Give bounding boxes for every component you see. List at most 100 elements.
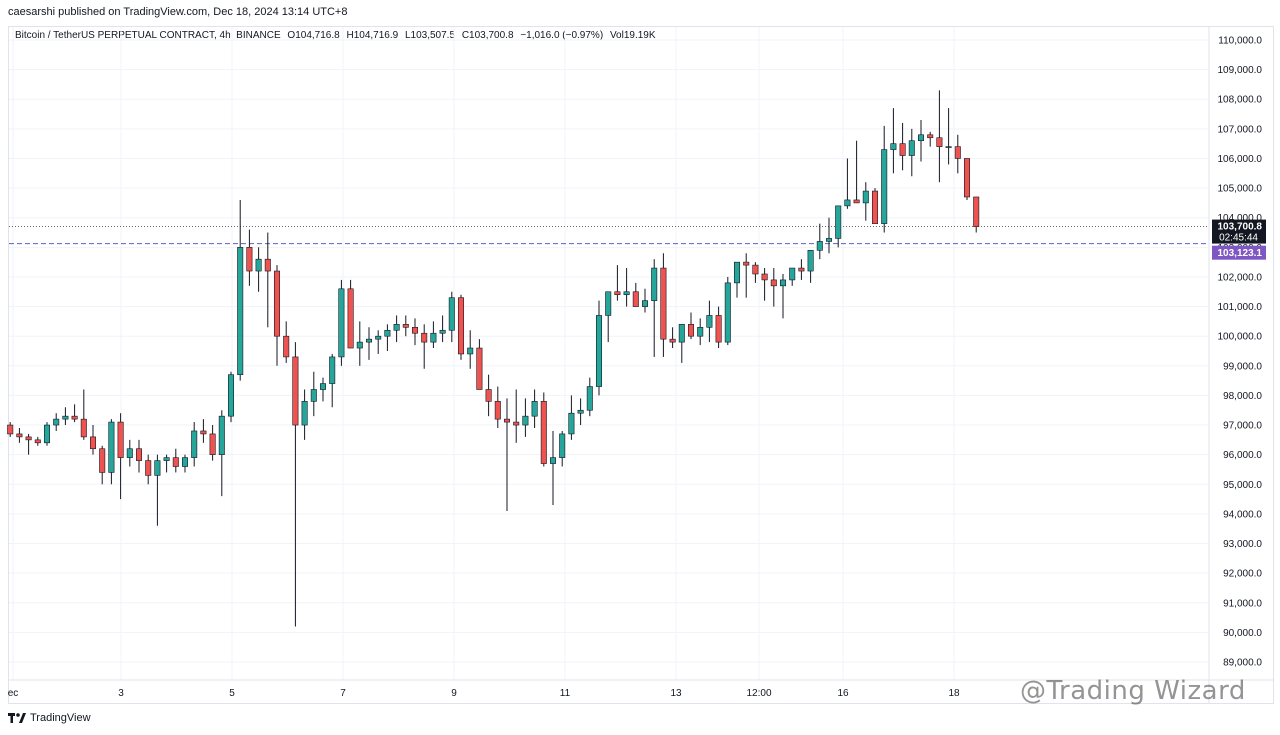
- y-tick-label: 97,000.0: [1223, 421, 1262, 432]
- symbol-legend: Bitcoin / TetherUS PERPETUAL CONTRACT, 4…: [15, 30, 660, 41]
- candle-down: [145, 460, 152, 476]
- candle-down: [513, 421, 520, 426]
- candle-up: [724, 282, 731, 343]
- candle-down: [457, 297, 464, 355]
- candle-up: [678, 324, 685, 343]
- candle-up: [605, 291, 612, 316]
- y-tick-label: 99,000.0: [1223, 361, 1262, 372]
- candle-down: [540, 401, 547, 464]
- candle-down: [899, 143, 906, 156]
- time-axis: ec 3 5 7 9 11 13 12:00 16 18: [8, 688, 960, 699]
- chart-frame: [8, 26, 1274, 704]
- candle-up: [917, 134, 924, 142]
- candle-up: [697, 327, 704, 337]
- candle-down: [770, 279, 777, 287]
- y-tick-label: 91,000.0: [1223, 598, 1262, 609]
- candle-up: [908, 140, 915, 156]
- candle-down: [200, 430, 207, 435]
- symbol-title[interactable]: Bitcoin / TetherUS PERPETUAL CONTRACT, 4…: [15, 30, 281, 41]
- y-tick-label: 110,000.0: [1218, 36, 1262, 47]
- candle-up: [356, 341, 363, 349]
- tradingview-brand[interactable]: TradingView: [30, 712, 91, 724]
- y-tick-label: 107,000.0: [1218, 124, 1263, 135]
- candle-up: [881, 149, 888, 224]
- candle-up: [319, 383, 326, 390]
- x-tick-label: ec: [8, 688, 19, 699]
- candle-up: [255, 258, 262, 272]
- candle-up: [218, 415, 225, 455]
- footer: TradingView: [8, 712, 91, 724]
- publisher-credit: caesarshi published on TradingView.com, …: [8, 6, 348, 18]
- candle-down: [264, 258, 271, 272]
- y-tick-label: 92,000.0: [1223, 569, 1262, 580]
- candle-down: [99, 448, 106, 473]
- candle-up: [430, 332, 437, 343]
- x-tick-label: 16: [837, 688, 849, 699]
- tradingview-logo-icon: [8, 713, 26, 723]
- candle-up: [338, 288, 345, 358]
- candle-up: [844, 199, 851, 207]
- candle-up: [191, 430, 198, 458]
- candle-up: [62, 415, 69, 420]
- candle-down: [752, 264, 759, 275]
- candle-up: [549, 457, 556, 464]
- candle-up: [108, 421, 115, 473]
- price-lines: [9, 226, 1209, 245]
- candle-down: [715, 315, 722, 343]
- candle-up: [559, 433, 566, 458]
- y-tick-label: 101,000.0: [1218, 302, 1263, 313]
- candle-up: [439, 329, 446, 334]
- candle-down: [476, 347, 483, 390]
- candle-up: [467, 347, 474, 355]
- candle-down: [246, 247, 253, 272]
- candles: [7, 90, 980, 627]
- candle-up: [53, 418, 60, 426]
- candle-up: [779, 279, 786, 287]
- candle-down: [494, 401, 501, 420]
- candle-down: [485, 389, 492, 402]
- candle-up: [301, 401, 308, 426]
- price-labels: 103,700.802:45:44 103,123.1: [1212, 219, 1266, 260]
- candle-up: [154, 460, 161, 476]
- candle-up: [862, 190, 869, 204]
- x-tick-label: 13: [670, 688, 682, 699]
- candle-down: [209, 433, 216, 455]
- candle-down: [411, 327, 418, 334]
- candle-up: [733, 261, 740, 284]
- candle-up: [568, 412, 575, 435]
- candle-up: [531, 401, 538, 417]
- candle-down: [16, 433, 23, 438]
- y-tick-label: 90,000.0: [1223, 628, 1262, 639]
- candle-down: [936, 137, 943, 147]
- candle-down: [283, 335, 290, 358]
- volume-value: Vol19.19K: [609, 30, 656, 41]
- x-tick-label: 3: [118, 688, 124, 699]
- x-tick-label: 9: [451, 688, 457, 699]
- candle-up: [43, 424, 50, 444]
- y-tick-label: 104,000.0: [1218, 213, 1263, 224]
- candle-up: [393, 324, 400, 331]
- y-tick-label: 105,000.0: [1218, 184, 1263, 195]
- candle-down: [871, 190, 878, 224]
- y-tick-label: 96,000.0: [1223, 450, 1262, 461]
- x-tick-label: 11: [560, 688, 571, 699]
- candle-down: [34, 439, 41, 444]
- grid-lines: [9, 27, 1273, 703]
- y-tick-label: 106,000.0: [1218, 154, 1263, 165]
- candle-up: [890, 143, 897, 150]
- y-tick-label: 108,000.0: [1218, 95, 1263, 106]
- candle-up: [365, 338, 372, 343]
- candle-up: [163, 457, 170, 461]
- marked-price-label: 103,123.1: [1218, 248, 1263, 259]
- candle-up: [623, 291, 630, 296]
- countdown-label: 02:45:44: [1219, 233, 1258, 244]
- y-tick-label: 93,000.0: [1223, 539, 1262, 550]
- candle-down: [71, 415, 78, 420]
- y-tick-label: 94,000.0: [1223, 509, 1262, 520]
- candle-up: [375, 335, 382, 340]
- ohlc-close: C103,700.8: [461, 30, 514, 41]
- y-tick-label: 102,000.0: [1218, 272, 1263, 283]
- candle-up: [835, 205, 842, 239]
- candle-up: [384, 329, 391, 337]
